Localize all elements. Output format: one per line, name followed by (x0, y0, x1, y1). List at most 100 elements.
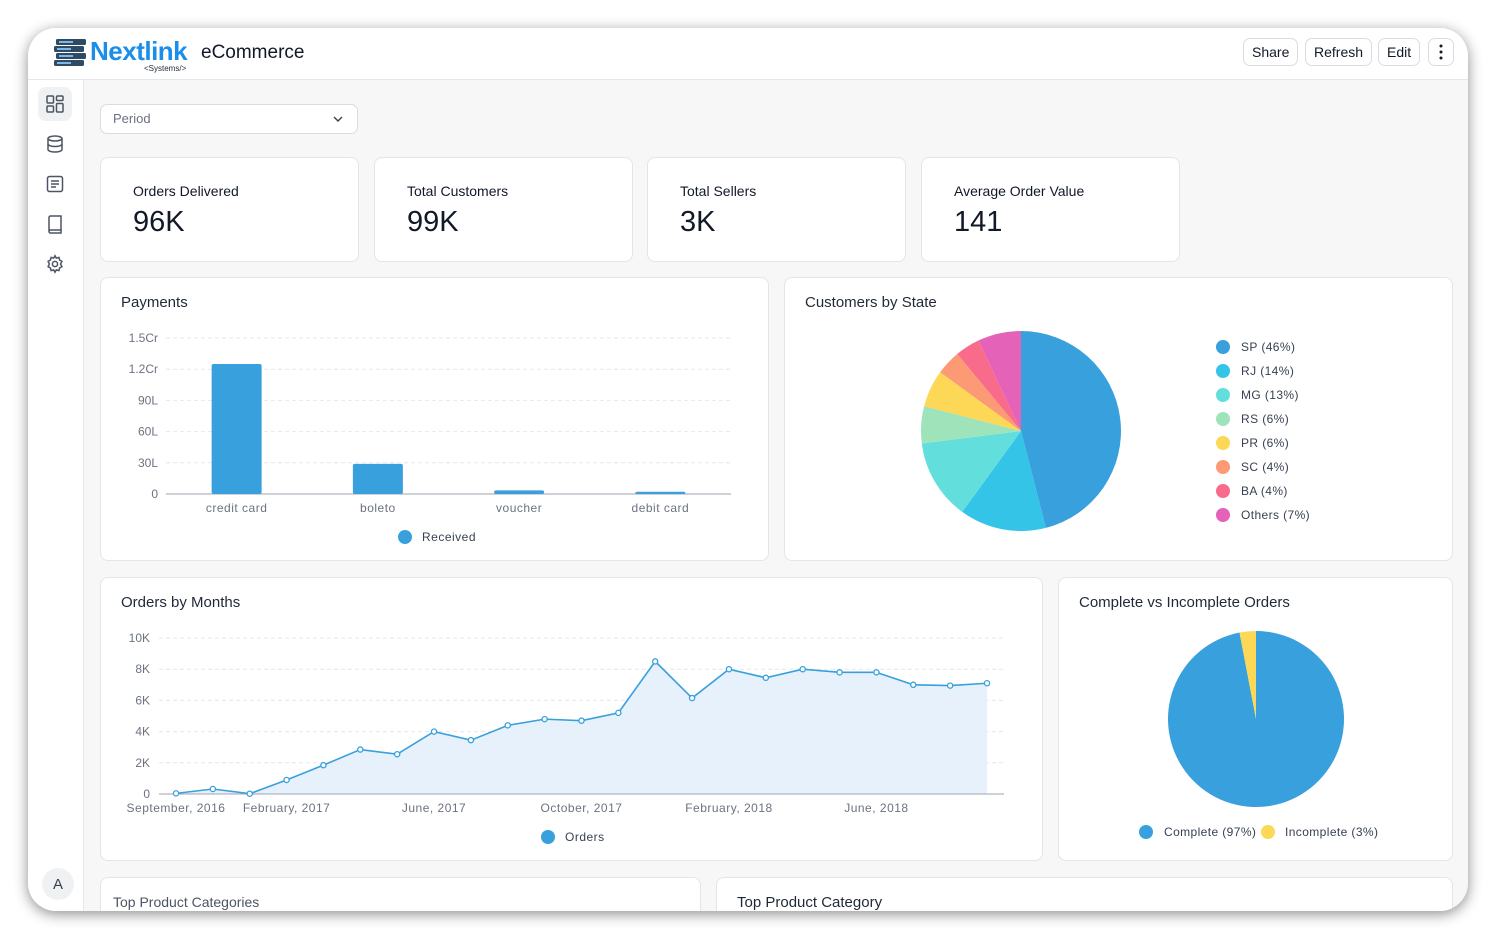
sidebar-item-dashboards[interactable] (38, 87, 72, 121)
period-filter[interactable]: Period (100, 104, 358, 134)
y-tick-label: 90L (138, 393, 158, 407)
x-tick-label: boleto (360, 501, 396, 515)
data-point (357, 746, 364, 753)
y-tick-label: 1.5Cr (129, 331, 158, 345)
kpi-value: 99K (407, 206, 459, 238)
dashboard-content: Period Orders Delivered 96K Total Custom… (84, 80, 1468, 911)
x-tick-label: September, 2016 (127, 801, 226, 815)
orders-by-months-area-chart: 0 2K 4K 6K 8K 10K September, 2016 February, 201… (127, 631, 1004, 844)
complete-vs-incomplete-pie-chart: Complete (97%) Incomplete (3%) (1139, 631, 1378, 839)
sidebar-item-settings[interactable] (38, 247, 72, 281)
legend-label: Complete (97%) (1164, 825, 1256, 839)
data-point (688, 694, 696, 702)
pie-slice-sc (940, 353, 1021, 431)
payments-card[interactable]: Payments 0 30L 60L 90L 1.2Cr 1.5Cr credit card… (100, 277, 769, 561)
legend-marker (1216, 484, 1230, 498)
kpi-card-total-customers[interactable]: Total Customers 99K (374, 157, 633, 262)
kpi-card-orders-delivered[interactable]: Orders Delivered 96K (100, 157, 359, 262)
gear-icon (47, 254, 63, 274)
bar-debit-card (635, 491, 686, 494)
customers-by-state-card[interactable]: Customers by State SP (46%) RJ (14%) MG (1… (784, 277, 1453, 561)
bar-credit-card (211, 364, 262, 494)
top-product-category-card[interactable]: Top Product Category (716, 877, 1453, 911)
legend-label: RS (6%) (1241, 412, 1289, 426)
data-point (209, 785, 217, 793)
app-window: Nextlink <Systems/> eCommerce Share Refr… (28, 28, 1468, 911)
data-point (946, 682, 954, 689)
legend-marker (1216, 508, 1230, 522)
y-tick-label: 0 (143, 787, 150, 801)
x-tick-label: October, 2017 (541, 801, 623, 815)
pie-slice-pr (924, 372, 1021, 431)
period-filter-placeholder: Period (113, 111, 151, 126)
app-title: eCommerce (201, 42, 305, 63)
share-button[interactable]: Share (1243, 38, 1299, 66)
data-point (172, 790, 180, 797)
data-point (651, 658, 659, 665)
legend-marker (1216, 340, 1230, 354)
more-vertical-icon (1439, 44, 1443, 60)
data-point (320, 761, 327, 769)
data-point (910, 681, 917, 689)
data-point (762, 674, 770, 682)
kpi-label: Orders Delivered (133, 183, 239, 199)
kpi-label: Average Order Value (954, 183, 1085, 199)
list-icon (46, 175, 64, 193)
pie-slice-incomplete (1239, 631, 1256, 719)
x-tick-label: February, 2017 (243, 801, 331, 815)
user-avatar[interactable]: A (42, 868, 74, 900)
legend-label: SC (4%) (1241, 460, 1289, 474)
card-title: Top Product Categories (113, 894, 260, 910)
legend-marker (1139, 825, 1153, 839)
y-tick-label: 0 (151, 487, 158, 501)
complete-vs-incomplete-card[interactable]: Complete vs Incomplete Orders Complete (… (1058, 577, 1453, 861)
server-stack-icon (54, 39, 86, 66)
sidebar-item-queries[interactable] (38, 167, 72, 201)
sidebar-item-notebooks[interactable] (38, 207, 72, 241)
data-point (578, 717, 585, 724)
legend-label: SP (46%) (1241, 340, 1295, 354)
kpi-card-average-order-value[interactable]: Average Order Value 141 (921, 157, 1180, 262)
top-product-categories-card[interactable]: Top Product Categories (100, 877, 701, 911)
data-point (873, 669, 880, 676)
edit-button[interactable]: Edit (1378, 38, 1421, 66)
card-title: Complete vs Incomplete Orders (1079, 594, 1290, 611)
sidebar-item-database[interactable] (38, 127, 72, 161)
kpi-label: Total Customers (407, 183, 509, 199)
refresh-button[interactable]: Refresh (1305, 38, 1373, 66)
book-icon (48, 215, 62, 234)
orders-by-months-card[interactable]: Orders by Months 0 2K 4K 6K 8K 10K September, … (100, 577, 1043, 861)
legend-label: BA (4%) (1241, 484, 1288, 498)
pie-slice-rj (962, 431, 1046, 531)
x-tick-label: debit card (632, 501, 690, 515)
legend-marker (1261, 825, 1275, 839)
legend-marker (541, 830, 555, 844)
data-point (430, 728, 438, 735)
orders-area (176, 661, 987, 794)
top-bar: Nextlink <Systems/> eCommerce Share Refr… (28, 28, 1468, 80)
bar-voucher (494, 490, 545, 494)
logo-subtext: <Systems/> (144, 64, 187, 73)
data-point (615, 709, 622, 717)
data-point (725, 665, 733, 673)
legend-label: MG (13%) (1241, 388, 1299, 402)
data-point (983, 679, 991, 687)
kpi-card-total-sellers[interactable]: Total Sellers 3K (647, 157, 906, 262)
x-tick-label: June, 2018 (844, 801, 908, 815)
y-tick-label: 30L (138, 456, 158, 470)
database-icon (47, 135, 63, 153)
legend-marker (1216, 364, 1230, 378)
y-tick-label: 1.2Cr (129, 362, 158, 376)
data-point (504, 722, 512, 729)
legend-marker (1216, 412, 1230, 426)
legend-marker (398, 530, 412, 544)
data-point (836, 669, 843, 676)
chevron-down-icon (333, 116, 343, 122)
y-tick-label: 10K (129, 631, 150, 645)
pie-slice-others (978, 331, 1021, 431)
card-title: Payments (121, 294, 188, 311)
y-tick-label: 60L (138, 425, 158, 439)
legend-marker (1216, 388, 1230, 402)
kpi-value: 141 (954, 206, 1003, 238)
more-options-button[interactable] (1428, 38, 1454, 66)
